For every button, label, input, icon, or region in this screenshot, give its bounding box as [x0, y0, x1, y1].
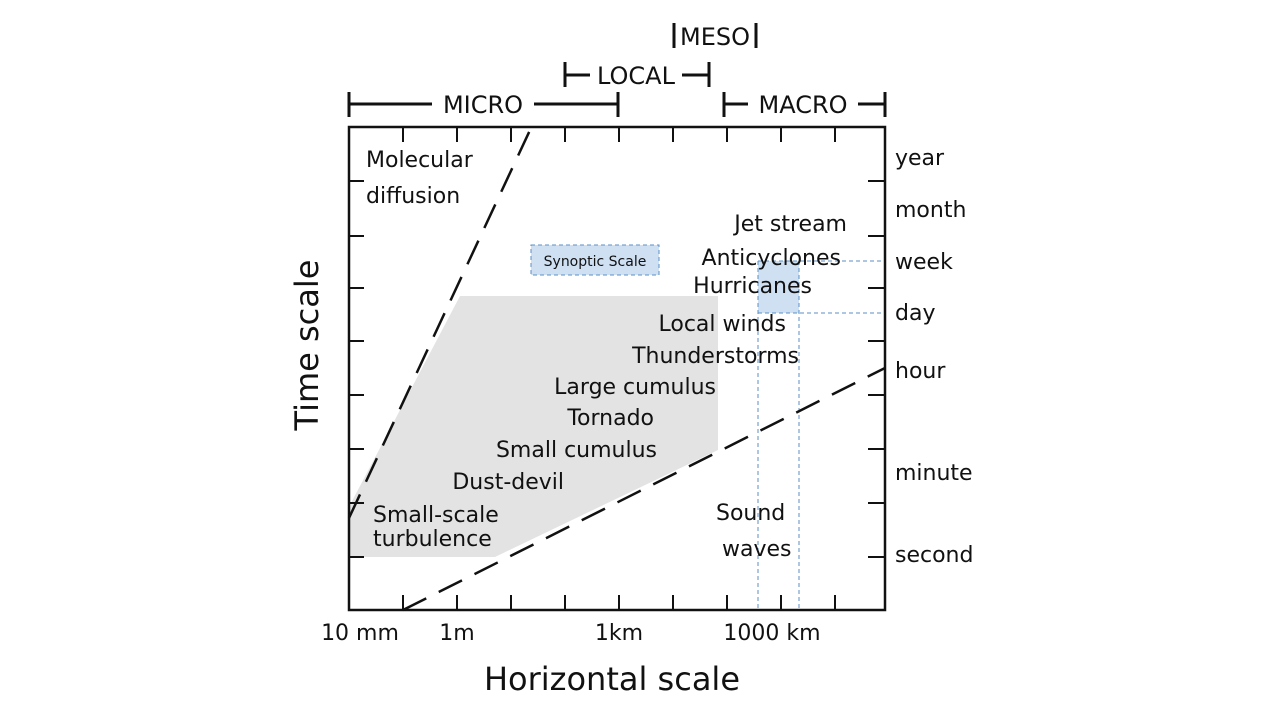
local-winds-label: Local winds — [659, 312, 787, 337]
y-tick-day: day — [895, 301, 935, 326]
jet-stream-label: Jet stream — [732, 212, 847, 237]
y-tick-week: week — [895, 250, 953, 275]
y-tick-month: month — [895, 198, 966, 223]
molecular-label-1: Molecular — [366, 148, 474, 173]
x-tick-1000km: 1000 km — [723, 621, 820, 646]
scale-bars — [347, 23, 887, 117]
tornado-label: Tornado — [566, 406, 654, 431]
turbulence-label-2: turbulence — [373, 527, 492, 552]
synoptic-guides — [757, 260, 885, 610]
anticyclones-label: Anticyclones — [702, 246, 841, 271]
y-tick-minute: minute — [895, 461, 973, 486]
synoptic-highlight — [758, 261, 799, 313]
meso-label: MESO — [680, 23, 750, 51]
x-axis-title: Horizontal scale — [484, 660, 740, 698]
x-tick-1km: 1km — [595, 621, 643, 646]
turbulence-label-1: Small-scale — [373, 503, 499, 528]
synoptic-scale-label: Synoptic Scale — [544, 254, 647, 270]
synoptic-scale-box — [530, 244, 660, 276]
macro-label: MACRO — [758, 91, 847, 119]
y-axis-title: Time scale — [288, 260, 326, 432]
large-cumulus-label: Large cumulus — [554, 375, 716, 400]
sound-label-1: Sound — [716, 501, 785, 526]
y-tick-hour: hour — [895, 359, 946, 384]
local-label: LOCAL — [597, 62, 676, 90]
sound-wave-boundary — [402, 366, 886, 612]
meso-micro-region — [350, 296, 718, 557]
molecular-label-2: diffusion — [366, 184, 460, 209]
molecular-diffusion-boundary — [347, 127, 533, 519]
x-tick-1m: 1m — [439, 621, 474, 646]
thunderstorms-label: Thunderstorms — [631, 344, 799, 369]
micro-label: MICRO — [443, 91, 523, 119]
sound-label-2: waves — [722, 537, 792, 562]
dust-devil-label: Dust-devil — [452, 470, 564, 495]
x-tick-10mm: 10 mm — [321, 621, 399, 646]
y-tick-second: second — [895, 543, 973, 568]
y-tick-year: year — [895, 146, 945, 171]
hurricanes-label: Hurricanes — [693, 274, 812, 299]
small-cumulus-label: Small cumulus — [496, 438, 657, 463]
